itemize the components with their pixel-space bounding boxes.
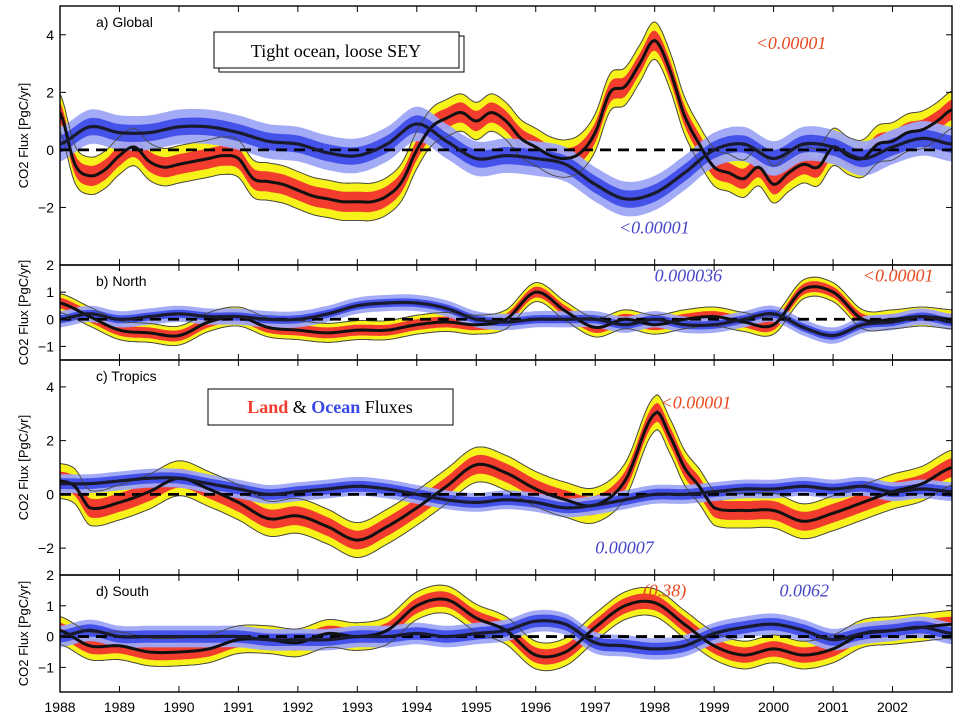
y-axis-label: CO2 Flux [PgC/yr] [16,260,31,365]
y-tick-label: 2 [46,567,54,583]
p-value-annotation: (0.38) [643,581,687,602]
y-tick-label: 4 [46,379,54,395]
x-tick-label: 1994 [401,699,432,715]
p-value-annotation: <0.00001 [661,392,732,412]
p-value-annotation: 0.00007 [595,538,655,558]
y-tick-label: −1 [38,338,54,354]
x-tick-label: 1990 [163,699,194,715]
panel-label: d) South [96,583,149,599]
land-envelope-line [60,394,952,524]
y-axis-label: CO2 Flux [PgC/yr] [16,83,31,188]
plot-area [60,584,952,672]
y-tick-label: 0 [46,142,54,158]
p-value-annotation: <0.00001 [863,265,934,285]
x-tick-label: 1997 [580,699,611,715]
panel-1: −2 0 2 4 a) Global CO2 Flux [PgC/yr] <0.00001 <… [16,5,953,266]
ocean-median-line [60,122,952,201]
scenario-box-text: Tight ocean, loose SEY [251,41,421,61]
land-median-line [60,38,952,204]
ocean-inner-band [60,115,952,208]
y-tick-label: 2 [46,433,54,449]
x-tick-label: 2002 [877,699,908,715]
y-tick-label: 0 [46,629,54,645]
x-tick-label: 1995 [461,699,492,715]
ocean-inner-band [60,614,952,656]
legend-box-text: Land & Ocean Fluxes [247,397,413,417]
y-axis-label: CO2 Flux [PgC/yr] [16,581,31,686]
scenario-box-face [213,31,460,69]
ocean-median-line [60,300,952,338]
x-tick-label: 1992 [282,699,313,715]
x-tick-label: 1998 [639,699,670,715]
x-tick-label: 1993 [342,699,373,715]
ocean-outer-band [60,468,952,518]
legend-ocean-word: Ocean [311,397,360,417]
x-tick-label: 2000 [758,699,789,715]
legend-tail: Fluxes [360,397,413,417]
y-tick-label: 4 [46,27,54,43]
y-tick-label: 2 [46,84,54,100]
panel-label: b) North [96,273,147,289]
x-tick-label: 1996 [520,699,551,715]
y-tick-label: 2 [46,257,54,273]
x-axis-labels: 1988 1989 1990 1991 1992 1993 1994 1995 1996 1997… [44,699,908,715]
panel-label: c) Tropics [96,368,157,384]
y-tick-label: 0 [46,311,54,327]
plot-area [60,21,952,222]
legend-box-frame [207,388,454,426]
legend-land-word: Land [247,397,288,417]
p-value-annotation: 0.000036 [655,265,723,285]
x-tick-label: 1991 [223,699,254,715]
land-envelope-line [60,276,952,328]
plot-area [60,276,952,347]
panel-4: −1 0 1 2 d) South CO2 Flux [PgC/yr] (0.38) 0.00… [16,567,953,693]
legend-amp: & [288,397,311,417]
y-tick-label: 1 [46,284,54,300]
land-median-line [60,285,952,338]
land-envelope-line [60,612,952,672]
plot-area [60,394,952,558]
panel-3: −2 0 2 4 c) Tropics CO2 Flux [PgC/yr] <0.00001… [16,359,953,576]
panel-label: a) Global [96,14,153,30]
panel-2: −1 0 1 2 b) North CO2 Flux [PgC/yr] 0.000036 <0… [16,257,953,365]
x-tick-label: 1989 [104,699,135,715]
scenario-box: Tight ocean, loose SEY [213,31,465,73]
legend-box: Land & Ocean Fluxes [207,388,454,426]
y-tick-label: −2 [38,199,54,215]
y-axis-label: CO2 Flux [PgC/yr] [16,415,31,520]
land-envelope-line [60,295,952,347]
y-tick-label: −2 [38,540,54,556]
x-tick-label: 1988 [44,699,75,715]
p-value-annotation: <0.00001 [756,33,827,53]
x-tick-label: 1999 [699,699,730,715]
p-value-annotation: <0.00001 [619,217,690,237]
land-median-line [60,410,952,542]
ocean-median-line [60,476,952,510]
p-value-annotation: 0.0062 [780,581,830,601]
y-tick-label: −1 [38,659,54,675]
y-tick-label: 1 [46,598,54,614]
panel-frame [59,574,953,693]
land-envelope-line [60,428,952,558]
y-tick-label: 0 [46,486,54,502]
ocean-median-line [60,619,952,651]
land-envelope-line [60,58,952,222]
x-tick-label: 2001 [817,699,848,715]
land-inner-band [60,402,952,550]
